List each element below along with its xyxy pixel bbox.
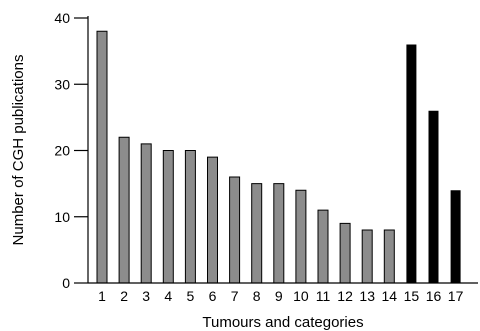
bars-group (96, 30, 461, 284)
bar-16 (428, 110, 439, 283)
bar-6 (207, 156, 218, 284)
bar-17 (450, 190, 461, 283)
x-tick-label-1: 1 (98, 288, 106, 304)
y-tick-label-20: 20 (54, 143, 70, 159)
bar-1 (96, 30, 108, 284)
bar-13 (361, 229, 373, 284)
x-tick-label-7: 7 (231, 288, 239, 304)
x-tick-label-10: 10 (293, 288, 309, 304)
x-tick-label-6: 6 (209, 288, 217, 304)
x-tick-label-15: 15 (404, 288, 420, 304)
bar-10 (295, 189, 307, 284)
y-tick-label-0: 0 (62, 275, 70, 291)
x-tick-label-14: 14 (382, 288, 398, 304)
bar-5 (184, 150, 196, 284)
x-tick-label-9: 9 (275, 288, 283, 304)
bar-9 (273, 183, 285, 284)
x-tick-label-3: 3 (142, 288, 150, 304)
bar-2 (118, 136, 130, 284)
y-tick-label-40: 40 (54, 10, 70, 26)
x-tick-label-8: 8 (253, 288, 261, 304)
x-tick-label-12: 12 (337, 288, 353, 304)
bar-14 (383, 229, 395, 284)
bar-8 (251, 183, 263, 284)
x-tick-label-17: 17 (448, 288, 464, 304)
bar-12 (339, 222, 351, 284)
x-tick-label-11: 11 (316, 288, 331, 304)
x-tick-label-13: 13 (359, 288, 375, 304)
bar-11 (317, 209, 329, 284)
bar-3 (140, 143, 152, 284)
bar-15 (406, 44, 417, 283)
y-tick-label-10: 10 (54, 209, 70, 225)
y-axis-title: Number of CGH publications (10, 55, 27, 246)
axes-group (87, 16, 478, 284)
y-tick-label-30: 30 (54, 76, 70, 92)
x-tick-label-2: 2 (120, 288, 128, 304)
x-tick-label-5: 5 (187, 288, 195, 304)
bar-4 (162, 150, 174, 284)
y-ticks-group: 0 10 20 30 40 (54, 10, 88, 291)
x-tick-label-16: 16 (426, 288, 442, 304)
x-ticks-group: 1 2 3 4 5 6 7 8 9 10 11 12 13 14 15 16 17 (98, 288, 463, 304)
x-axis-title: Tumours and categories (202, 314, 363, 331)
bar-7 (229, 176, 241, 284)
x-tick-label-4: 4 (164, 288, 172, 304)
